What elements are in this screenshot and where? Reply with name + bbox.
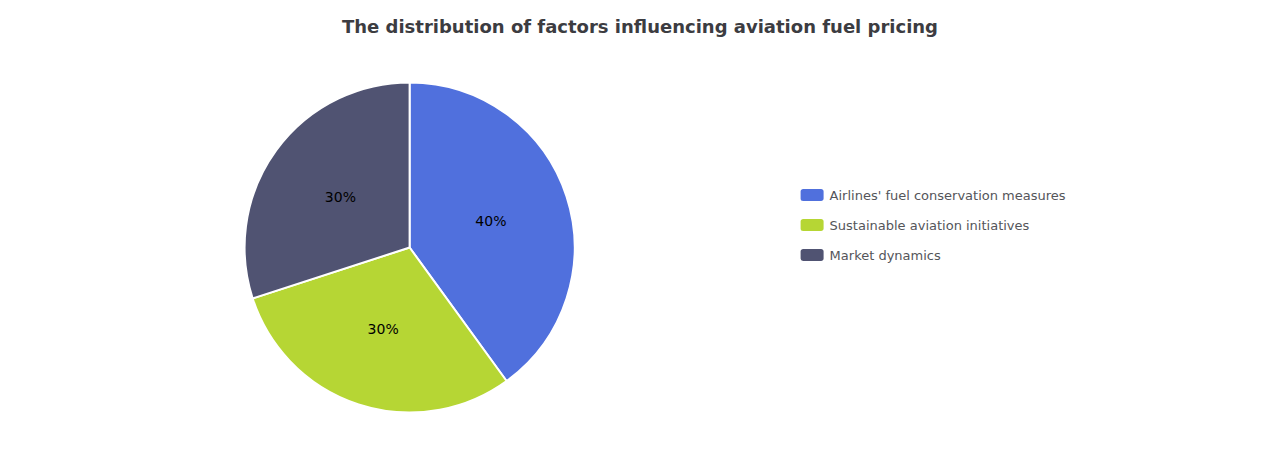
svg-text:Airlines' fuel conservation me: Airlines' fuel conservation measures [830,188,1066,203]
svg-text:The distribution of factors in: The distribution of factors influencing … [342,16,938,37]
svg-text:Sustainable aviation initiativ: Sustainable aviation initiatives [830,218,1030,233]
svg-text:30%: 30% [325,189,356,205]
svg-text:30%: 30% [368,321,399,337]
svg-text:Market dynamics: Market dynamics [830,248,941,263]
svg-text:40%: 40% [475,213,506,229]
